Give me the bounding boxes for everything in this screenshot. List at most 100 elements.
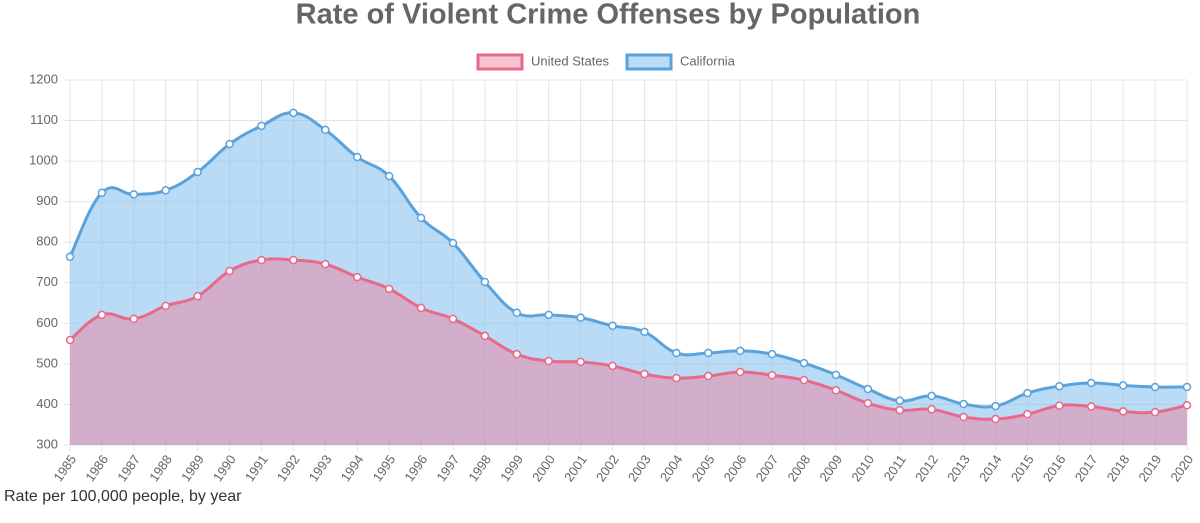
point — [161, 186, 170, 195]
point — [959, 399, 968, 409]
y-tick-label: 1200 — [29, 71, 58, 86]
x-tick-label: 2016 — [1040, 452, 1069, 484]
area — [70, 258, 1187, 445]
point — [416, 303, 426, 313]
point — [65, 252, 75, 262]
x-tick-label: 2008 — [784, 452, 813, 484]
point — [1118, 407, 1128, 416]
point — [1182, 401, 1192, 410]
legend-swatch — [476, 53, 524, 71]
x-tick-label: 2002 — [593, 452, 622, 484]
x-tick-label: 1997 — [433, 452, 462, 484]
point — [97, 310, 107, 320]
point — [608, 361, 617, 371]
point — [1023, 388, 1032, 398]
y-tick-label: 800 — [36, 234, 58, 249]
x-tick-label: 2013 — [944, 452, 973, 484]
x-tick-label: 1991 — [242, 452, 271, 484]
point — [129, 314, 139, 324]
y-tick-label: 700 — [36, 274, 58, 289]
point — [1087, 378, 1096, 388]
y-tick-label: 900 — [36, 193, 58, 208]
point — [927, 405, 936, 414]
legend-label: California — [680, 53, 736, 68]
point — [959, 412, 968, 422]
x-tick-label: 1995 — [370, 452, 399, 484]
point — [193, 291, 202, 301]
area — [70, 112, 1187, 445]
point — [767, 370, 777, 380]
point — [321, 125, 330, 135]
point — [1055, 401, 1064, 410]
x-tick-label: 2014 — [976, 452, 1005, 484]
point — [257, 121, 266, 131]
legend-label: United States — [531, 53, 610, 68]
x-tick-label: 1990 — [210, 452, 239, 484]
y-tick-label: 300 — [36, 436, 58, 451]
point — [384, 171, 394, 181]
point — [544, 356, 553, 366]
point — [608, 321, 617, 331]
x-tick-label: 2012 — [912, 452, 941, 484]
point — [927, 391, 936, 401]
point — [1118, 381, 1128, 390]
point — [321, 259, 330, 269]
point — [480, 277, 490, 287]
point — [991, 414, 1000, 424]
x-tick-label: 2007 — [753, 452, 782, 484]
point — [1055, 381, 1064, 391]
x-tick-label: 1989 — [178, 452, 207, 484]
point — [1150, 407, 1160, 417]
x-tick-label: 1998 — [465, 452, 494, 484]
caption: Rate per 100,000 people, by year — [4, 488, 242, 505]
chart-title: Rate of Violent Crime Offenses by Popula… — [296, 0, 921, 31]
y-tick-label: 400 — [36, 396, 58, 411]
point — [512, 349, 522, 359]
point — [257, 255, 266, 265]
point — [704, 371, 713, 381]
point — [895, 405, 905, 415]
y-tick-label: 500 — [36, 355, 58, 370]
x-tick-label: 2005 — [689, 452, 718, 484]
x-tick-label: 2018 — [1104, 452, 1133, 484]
point — [225, 266, 234, 276]
x-tick-label: 2004 — [657, 452, 686, 484]
x-tick-label: 2009 — [816, 452, 845, 484]
y-tick-label: 1000 — [29, 153, 58, 168]
point — [799, 358, 809, 368]
x-tick-label: 1987 — [114, 452, 143, 484]
x-tick-label: 2006 — [721, 452, 750, 484]
point — [1023, 409, 1032, 419]
point — [225, 139, 234, 149]
point — [544, 310, 553, 320]
point — [576, 313, 585, 322]
point — [863, 398, 873, 408]
x-tick-label: 1986 — [82, 452, 111, 484]
x-tick-label: 1992 — [274, 452, 303, 484]
x-tick-label: 2019 — [1135, 452, 1164, 484]
point — [863, 384, 873, 394]
point — [640, 369, 649, 379]
x-tick-label: 2000 — [529, 452, 558, 484]
y-tick-label: 1100 — [30, 112, 58, 127]
point — [480, 331, 490, 341]
x-tick-label: 1996 — [401, 452, 430, 484]
point — [65, 335, 75, 345]
point — [1087, 402, 1096, 411]
x-tick-label: 1994 — [338, 452, 367, 484]
point — [384, 284, 394, 294]
point — [416, 213, 426, 223]
x-tick-label: 2015 — [1008, 452, 1037, 484]
point — [512, 308, 522, 318]
point — [352, 152, 362, 162]
point — [161, 301, 170, 311]
x-tick-label: 1988 — [146, 452, 175, 484]
point — [97, 188, 107, 197]
point — [1182, 382, 1192, 392]
y-tick-label: 600 — [36, 315, 58, 330]
x-tick-label: 1985 — [50, 452, 79, 484]
x-tick-label: 2010 — [848, 452, 877, 484]
x-tick-label: 2017 — [1072, 452, 1101, 484]
point — [448, 314, 458, 324]
